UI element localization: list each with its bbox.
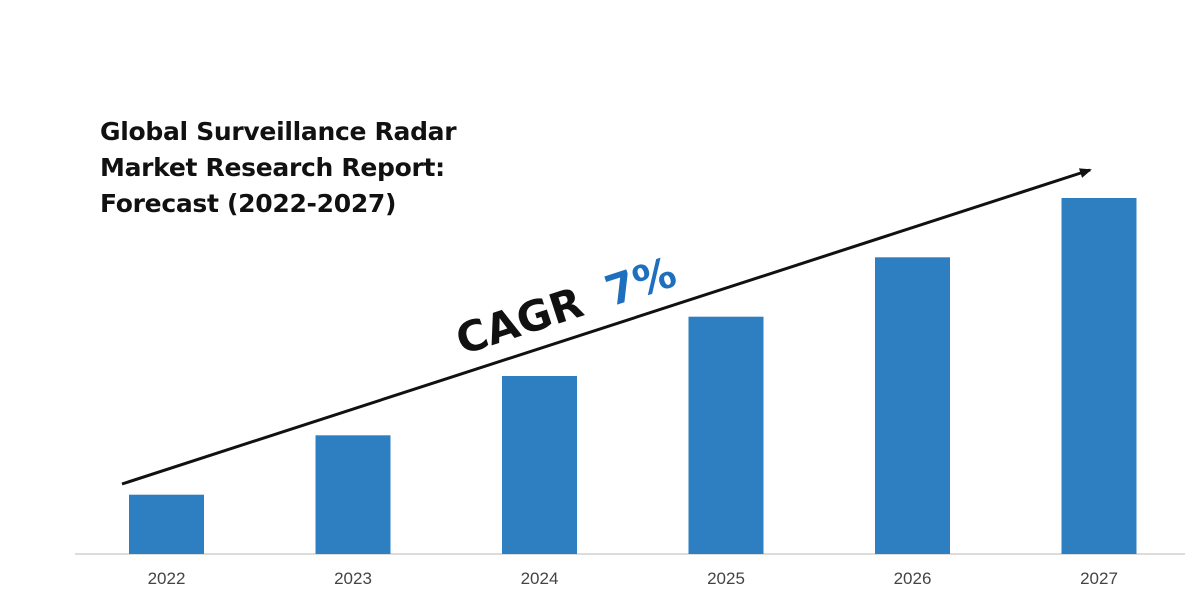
x-tick-label-2024: 2024 (521, 569, 559, 588)
x-tick-labels: 2022 2023 2024 2025 2026 2027 (148, 569, 1118, 588)
bar-series (129, 198, 1137, 554)
cagr-annotation: CAGR 7% (450, 247, 682, 364)
x-tick-label-2022: 2022 (148, 569, 186, 588)
bar-2023 (315, 435, 391, 554)
bar-2022 (129, 494, 204, 554)
chart-title: Global Surveillance Radar Market Researc… (100, 114, 520, 222)
bar-2026 (875, 257, 950, 554)
title-line-3: Forecast (2022-2027) (100, 189, 397, 218)
title-line-1: Global Surveillance Radar (100, 117, 457, 146)
title-line-2: Market Research Report: (100, 153, 445, 182)
x-tick-label-2023: 2023 (334, 569, 372, 588)
bar-2027 (1061, 198, 1137, 554)
cagr-label: CAGR (450, 278, 589, 365)
bar-2025 (688, 316, 764, 554)
x-tick-label-2027: 2027 (1080, 569, 1118, 588)
bar-2024 (502, 376, 577, 554)
x-tick-label-2025: 2025 (707, 569, 745, 588)
x-tick-label-2026: 2026 (894, 569, 932, 588)
trend-arrow (121, 168, 1092, 486)
